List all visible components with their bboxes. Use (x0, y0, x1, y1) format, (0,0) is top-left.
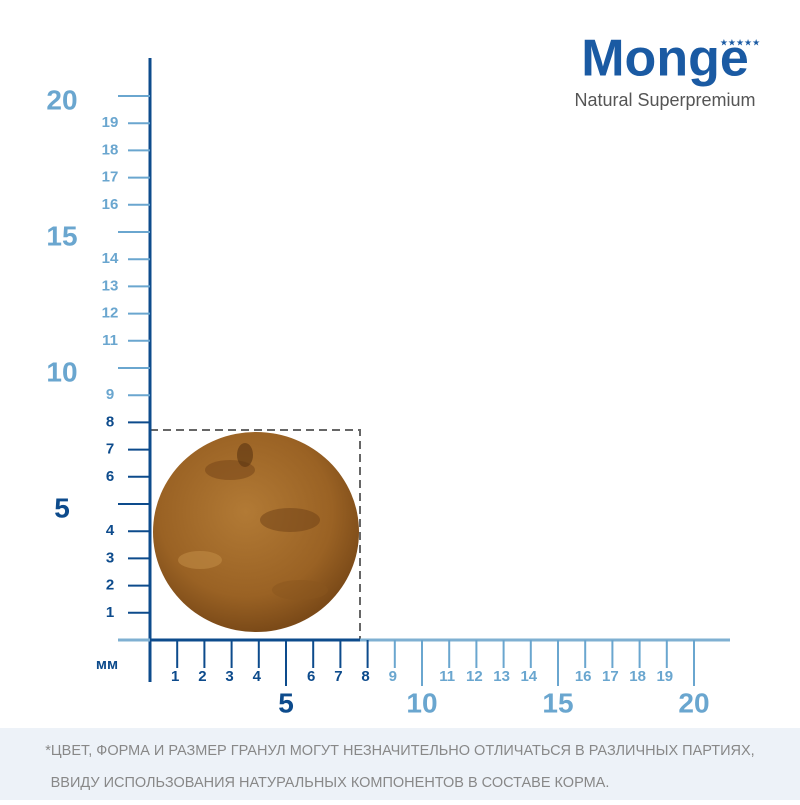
y-major-label: 20 (46, 84, 77, 115)
y-tick-label: 11 (102, 332, 118, 349)
footer-line: *ЦВЕТ, ФОРМА И РАЗМЕР ГРАНУЛ МОГУТ НЕЗНА… (45, 743, 754, 759)
x-major-label: 20 (678, 687, 709, 718)
y-major-label: 15 (46, 220, 77, 251)
y-tick-label: 1 (106, 604, 114, 621)
x-major-label: 10 (406, 687, 437, 718)
y-tick-label: 4 (106, 522, 115, 539)
y-tick-label: 2 (106, 577, 114, 594)
x-tick-label: 11 (439, 668, 455, 685)
y-tick-label: 14 (102, 250, 119, 267)
y-tick-label: 3 (106, 549, 114, 566)
x-tick-label: 1 (171, 668, 179, 685)
unit-label: мм (96, 656, 118, 673)
x-tick-label: 12 (466, 668, 483, 685)
x-tick-label: 2 (198, 668, 206, 685)
y-tick-label: 8 (106, 413, 114, 430)
y-tick-label: 18 (102, 141, 119, 158)
x-tick-label: 9 (389, 668, 397, 685)
footer-band (0, 728, 800, 800)
y-tick-label: 7 (106, 441, 114, 458)
x-tick-label: 8 (361, 668, 369, 685)
granule (153, 432, 359, 632)
x-tick-label: 17 (602, 668, 619, 685)
y-tick-label: 9 (106, 386, 114, 403)
y-major-label: 5 (54, 492, 70, 523)
x-tick-label: 6 (307, 668, 315, 685)
x-major-label: 15 (542, 687, 573, 718)
tagline: Natural Superpremium (574, 90, 755, 110)
x-tick-label: 14 (520, 668, 537, 685)
x-tick-label: 18 (629, 668, 646, 685)
y-tick-label: 19 (102, 114, 119, 131)
y-tick-label: 17 (102, 169, 119, 186)
footer-line: ВВИДУ ИСПОЛЬЗОВАНИЯ НАТУРАЛЬНЫХ КОМПОНЕН… (51, 775, 610, 791)
x-tick-label: 13 (493, 668, 510, 685)
y-tick-label: 12 (102, 305, 119, 322)
x-major-label: 5 (278, 687, 294, 718)
y-major-label: 10 (46, 356, 77, 387)
x-tick-label: 7 (334, 668, 342, 685)
brand: Monge (581, 30, 749, 88)
y-tick-label: 16 (102, 196, 119, 213)
y-tick-label: 6 (106, 468, 114, 485)
x-tick-label: 3 (225, 668, 233, 685)
y-tick-label: 13 (102, 277, 119, 294)
stars: ★★★★★ (720, 37, 760, 47)
size-box (150, 429, 361, 640)
x-tick-label: 16 (575, 668, 592, 685)
x-tick-label: 4 (253, 668, 262, 685)
x-tick-label: 19 (656, 668, 673, 685)
